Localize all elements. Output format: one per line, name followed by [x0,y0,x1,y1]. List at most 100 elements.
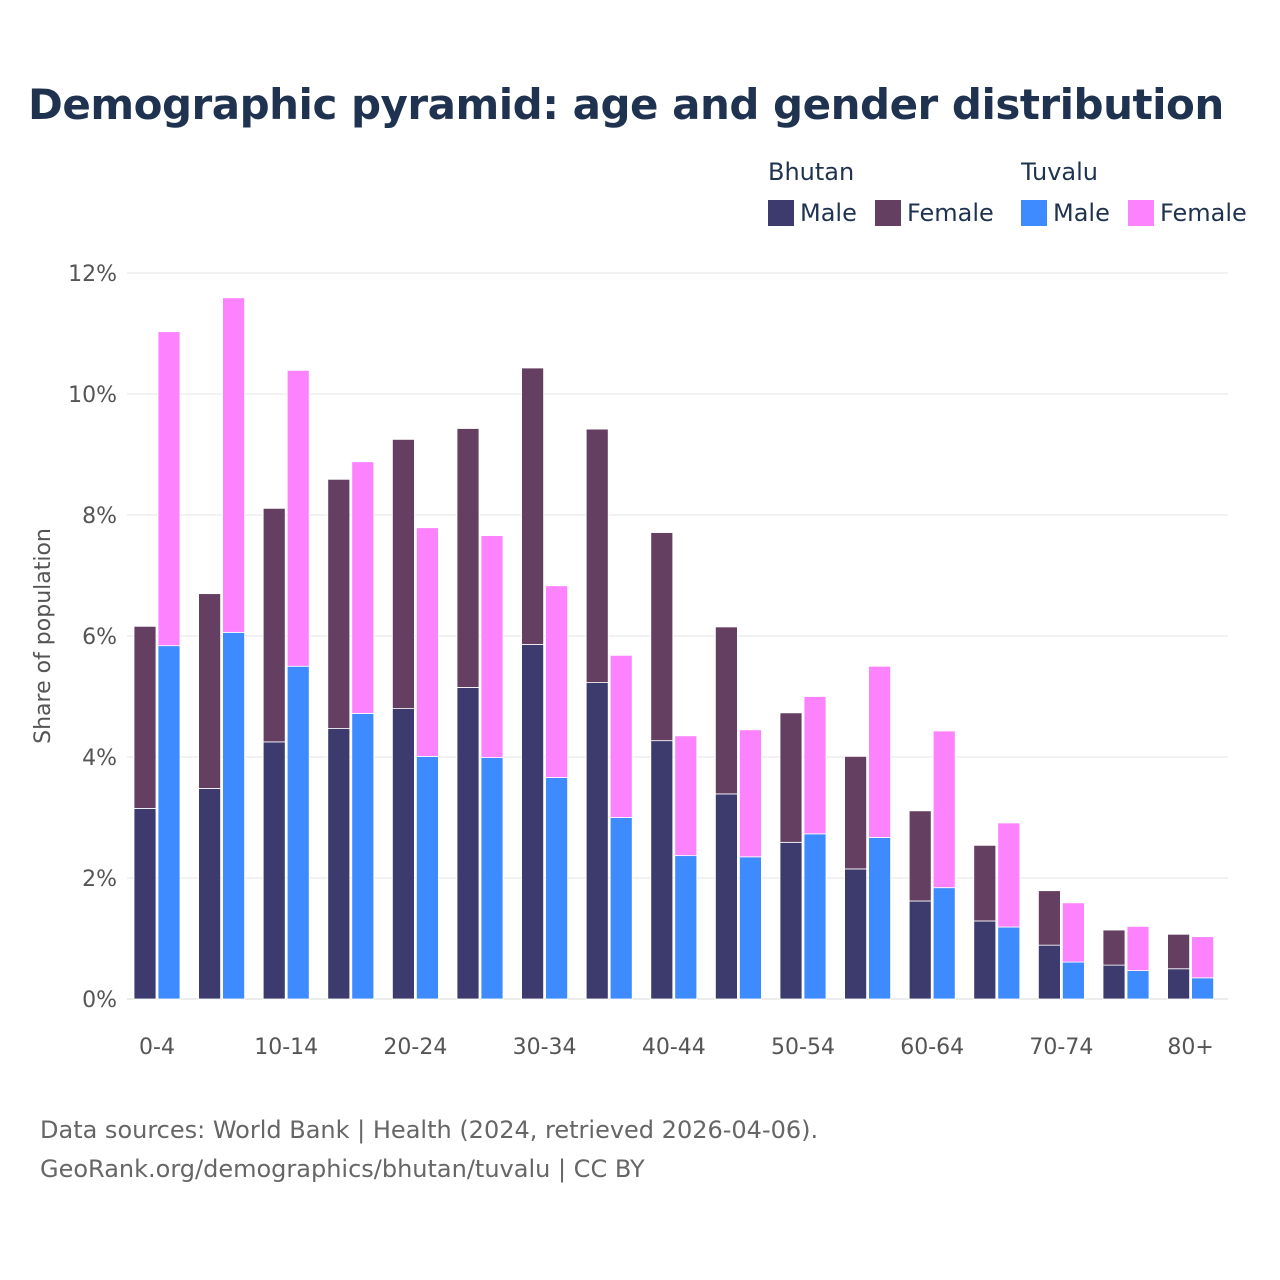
bar-bhutan-female[interactable] [1102,929,1126,966]
bar-bhutan-female[interactable] [650,532,674,742]
y-tick-label: 10% [68,383,117,408]
legend-group-tuvalu: Tuvalu [1021,158,1099,186]
bar-tuvalu-male[interactable] [415,755,439,1000]
bar-bhutan-male[interactable] [133,808,157,1000]
bar-tuvalu-female[interactable] [1062,902,1085,963]
bar-bhutan-male[interactable] [650,740,674,1000]
bar-tuvalu-male[interactable] [997,926,1021,1000]
bar-bhutan-male[interactable] [391,708,415,1000]
y-tick-label: 4% [82,746,117,771]
bar-bhutan-female[interactable] [908,810,932,902]
bar-bhutan-female[interactable] [585,428,609,683]
bar-tuvalu-female[interactable] [609,654,633,818]
bar-tuvalu-male[interactable] [1126,970,1150,1000]
bar-tuvalu-female[interactable] [868,665,891,838]
bar-tuvalu-male[interactable] [545,777,568,1000]
bar-tuvalu-female[interactable] [997,822,1021,928]
chart-title: Demographic pyramid: age and gender dist… [28,80,1224,129]
x-tick-label: 60-64 [900,1035,964,1060]
bar-bhutan-female[interactable] [715,626,738,795]
bar-tuvalu-female[interactable] [157,331,181,647]
bar-bhutan-male[interactable] [456,687,480,1000]
x-tick-label: 30-34 [513,1035,577,1060]
footer-url: GeoRank.org/demographics/bhutan/tuvalu |… [40,1155,645,1183]
bar-bhutan-female[interactable] [262,507,286,743]
bar-tuvalu-female[interactable] [222,297,246,633]
legend-swatch-tuvalu-male [1021,200,1047,226]
x-tick-label: 20-24 [383,1035,447,1060]
bar-bhutan-male[interactable] [521,644,544,1000]
bar-bhutan-male[interactable] [908,900,932,1000]
legend-group-bhutan: Bhutan [768,158,855,186]
bar-tuvalu-male[interactable] [157,645,181,1000]
bar-tuvalu-female[interactable] [739,729,762,858]
legend-label-bhutan-male: Male [800,199,857,227]
bar-bhutan-female[interactable] [521,367,544,645]
bar-bhutan-male[interactable] [779,841,803,1000]
legend-item-bhutan-female[interactable]: Female [875,198,994,228]
bar-tuvalu-male[interactable] [480,757,504,1000]
x-tick-label: 80+ [1167,1035,1213,1060]
y-axis-title: Share of population [31,528,56,744]
y-axis-ticks: 0% 2% 4% 6% 8% 10% 12% [68,262,117,1013]
bar-tuvalu-female[interactable] [674,735,698,857]
bar-tuvalu-male[interactable] [739,856,762,1000]
bar-tuvalu-female[interactable] [932,730,956,889]
y-tick-label: 12% [68,262,117,287]
bar-bhutan-female[interactable] [198,593,222,789]
bar-tuvalu-male[interactable] [1191,977,1214,1000]
bar-tuvalu-male[interactable] [222,631,246,1000]
y-tick-label: 6% [82,625,117,650]
bar-tuvalu-female[interactable] [480,535,504,759]
bar-bhutan-male[interactable] [844,868,867,1000]
x-tick-label: 40-44 [642,1035,706,1060]
bar-tuvalu-female[interactable] [545,585,568,778]
bar-bhutan-male[interactable] [973,920,997,1000]
bar-tuvalu-female[interactable] [803,696,827,835]
bar-tuvalu-male[interactable] [932,887,956,1000]
y-tick-label: 2% [82,867,117,892]
bar-bhutan-female[interactable] [1038,890,1061,946]
legend-swatch-bhutan-male [768,200,794,226]
footer-source: Data sources: World Bank | Health (2024,… [40,1116,819,1144]
bars [133,297,1214,1000]
bar-tuvalu-female[interactable] [351,461,375,714]
bar-bhutan-male[interactable] [262,741,286,1000]
bar-tuvalu-female[interactable] [1191,936,1214,979]
y-tick-label: 8% [82,504,117,529]
bar-bhutan-male[interactable] [715,793,738,1000]
legend-label-tuvalu-male: Male [1053,199,1110,227]
bar-bhutan-male[interactable] [1102,964,1126,1000]
bar-bhutan-female[interactable] [133,625,157,809]
bar-tuvalu-male[interactable] [868,837,891,1000]
x-tick-label: 50-54 [771,1035,835,1060]
bar-tuvalu-male[interactable] [674,855,698,1000]
legend-item-bhutan-male[interactable]: Male [768,198,857,228]
bar-tuvalu-male[interactable] [1062,961,1085,1000]
bar-bhutan-male[interactable] [585,682,609,1000]
legend-swatch-tuvalu-female [1128,200,1154,226]
legend-item-tuvalu-male[interactable]: Male [1021,198,1110,228]
bar-bhutan-male[interactable] [198,788,222,1000]
bar-bhutan-female[interactable] [1167,933,1190,970]
bar-tuvalu-male[interactable] [351,713,375,1000]
legend-item-tuvalu-female[interactable]: Female [1128,198,1247,228]
bar-bhutan-female[interactable] [327,478,351,729]
bar-bhutan-male[interactable] [1167,968,1190,1000]
bar-tuvalu-male[interactable] [609,817,633,1000]
bar-tuvalu-male[interactable] [803,833,827,1000]
bar-tuvalu-female[interactable] [1126,926,1150,971]
bar-bhutan-female[interactable] [844,755,867,870]
bar-tuvalu-male[interactable] [286,665,310,1000]
x-tick-label: 70-74 [1029,1035,1093,1060]
bar-tuvalu-female[interactable] [415,527,439,757]
bar-bhutan-female[interactable] [391,438,415,710]
bar-bhutan-male[interactable] [1038,944,1061,1000]
x-tick-label: 0-4 [139,1035,175,1060]
bar-bhutan-female[interactable] [973,844,997,922]
bar-bhutan-female[interactable] [456,428,480,688]
bar-bhutan-female[interactable] [779,712,803,843]
bar-bhutan-male[interactable] [327,728,351,1000]
bar-tuvalu-female[interactable] [286,369,310,667]
